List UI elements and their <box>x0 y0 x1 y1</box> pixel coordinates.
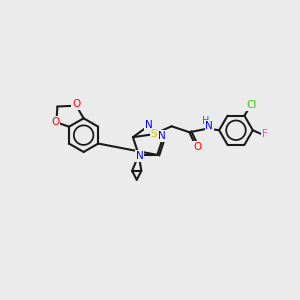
Text: F: F <box>262 129 268 139</box>
Text: N: N <box>145 120 153 130</box>
Text: N: N <box>136 151 144 161</box>
Text: O: O <box>51 117 59 127</box>
Text: S: S <box>150 129 157 139</box>
Text: N: N <box>158 131 166 141</box>
Text: N: N <box>206 121 213 131</box>
Text: H: H <box>202 116 209 126</box>
Text: O: O <box>193 142 202 152</box>
Text: O: O <box>72 99 80 109</box>
Text: Cl: Cl <box>246 100 256 110</box>
